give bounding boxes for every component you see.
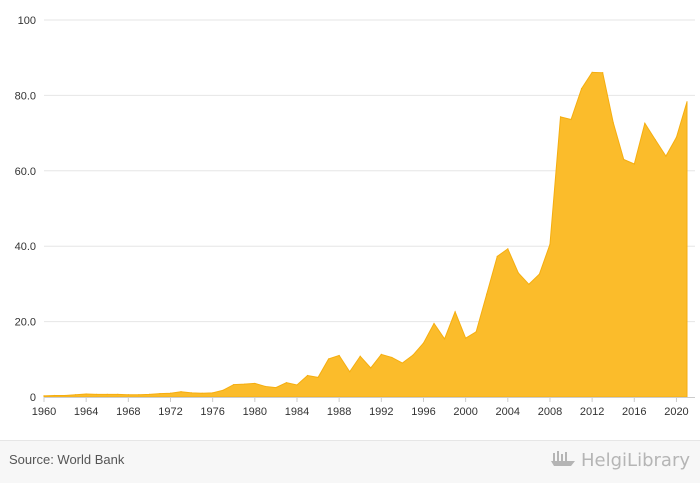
x-tick-label: 1968 — [116, 406, 140, 418]
data-point — [486, 293, 488, 295]
x-tick-labels: 1960 1964 1968 1972 1976 1980 1984 1988 1992 1996… — [32, 406, 689, 418]
x-tick-label: 1976 — [200, 406, 224, 418]
source-label: Source: World Bank — [9, 452, 125, 467]
data-point — [117, 393, 119, 395]
y-tick-label: 100 — [18, 15, 36, 27]
data-point — [422, 342, 425, 344]
data-point — [285, 382, 288, 384]
data-point — [190, 392, 193, 394]
data-point — [264, 385, 266, 388]
area-series — [43, 71, 688, 398]
data-point — [433, 322, 435, 325]
y-tick-labels: 0 20.0 40.0 60.0 80.0 100 — [15, 15, 36, 404]
x-tick-label: 2004 — [496, 406, 520, 418]
y-tick-label: 20.0 — [15, 317, 36, 329]
data-point — [580, 88, 583, 90]
data-point — [591, 71, 593, 73]
x-tick-label: 2008 — [538, 406, 562, 418]
data-point — [612, 121, 614, 124]
helgi-ship-icon — [551, 449, 576, 472]
data-point — [212, 392, 214, 394]
chart-footer: Source: World Bank HelgiLibrary — [0, 440, 700, 483]
data-point — [443, 338, 446, 340]
data-point — [401, 362, 403, 364]
data-point — [85, 393, 87, 395]
data-point — [328, 358, 330, 360]
x-tick-label: 1988 — [327, 406, 351, 418]
data-point — [623, 158, 625, 161]
data-point — [254, 382, 256, 385]
data-point — [106, 393, 108, 395]
data-point — [391, 356, 393, 359]
brand-name: HelgiLibrary — [581, 450, 690, 471]
data-point — [675, 136, 678, 138]
data-point — [686, 101, 688, 103]
area-chart: 0 20.0 40.0 60.0 80.0 100 1960 1964 1968 1972 197… — [15, 15, 695, 418]
data-point — [570, 118, 572, 121]
data-point — [96, 393, 98, 395]
x-tick-label: 1964 — [74, 406, 98, 418]
data-point — [559, 116, 562, 118]
data-point — [475, 331, 477, 333]
data-point — [380, 353, 382, 355]
data-point — [169, 392, 172, 394]
data-point — [528, 283, 530, 285]
data-point — [243, 383, 245, 385]
data-point — [148, 393, 151, 395]
area-layer — [43, 71, 688, 398]
data-point — [64, 394, 66, 397]
x-tick-label: 1960 — [32, 406, 56, 418]
data-point — [296, 384, 298, 386]
data-point — [465, 337, 467, 339]
y-tick-label: 60.0 — [15, 166, 36, 178]
data-point — [43, 395, 45, 397]
x-tick-label: 1984 — [285, 406, 309, 418]
data-point — [201, 392, 203, 394]
y-tick-label: 0 — [30, 392, 36, 404]
x-tick-label: 1972 — [158, 406, 182, 418]
x-tick-label: 2020 — [664, 406, 688, 418]
data-point — [75, 394, 77, 396]
data-point — [306, 374, 309, 377]
data-point — [454, 311, 456, 313]
data-point — [549, 243, 551, 245]
data-point — [159, 393, 161, 395]
data-point — [222, 389, 224, 391]
chart-area: 0 20.0 40.0 60.0 80.0 100 1960 1964 1968 1972 197… — [15, 15, 695, 418]
data-point — [507, 248, 509, 250]
data-point — [654, 139, 656, 141]
y-tick-label: 40.0 — [15, 241, 36, 253]
brand-logo[interactable]: HelgiLibrary — [551, 449, 690, 472]
data-point — [349, 371, 351, 373]
data-point — [412, 354, 414, 356]
x-tick-label: 1996 — [411, 406, 435, 418]
x-tick-label: 2000 — [453, 406, 477, 418]
data-point — [138, 394, 140, 396]
data-point — [602, 72, 604, 74]
data-point — [665, 155, 667, 157]
y-tick-label: 80.0 — [15, 90, 36, 102]
x-tick-label: 2016 — [622, 406, 646, 418]
x-tick-label: 1992 — [369, 406, 393, 418]
data-point — [633, 163, 635, 165]
data-point — [275, 386, 277, 389]
data-point — [496, 255, 498, 257]
data-point — [370, 367, 372, 369]
data-point — [233, 383, 235, 386]
data-point — [53, 394, 56, 397]
x-tick-label: 2012 — [580, 406, 604, 418]
data-point — [127, 394, 129, 396]
data-point — [644, 122, 646, 124]
x-tick-label: 1980 — [243, 406, 267, 418]
data-point — [517, 272, 519, 274]
axis-layer — [43, 397, 695, 402]
data-point — [538, 273, 541, 275]
data-point — [359, 355, 361, 357]
data-point — [180, 391, 182, 393]
data-point — [338, 354, 340, 357]
data-point — [317, 376, 319, 378]
